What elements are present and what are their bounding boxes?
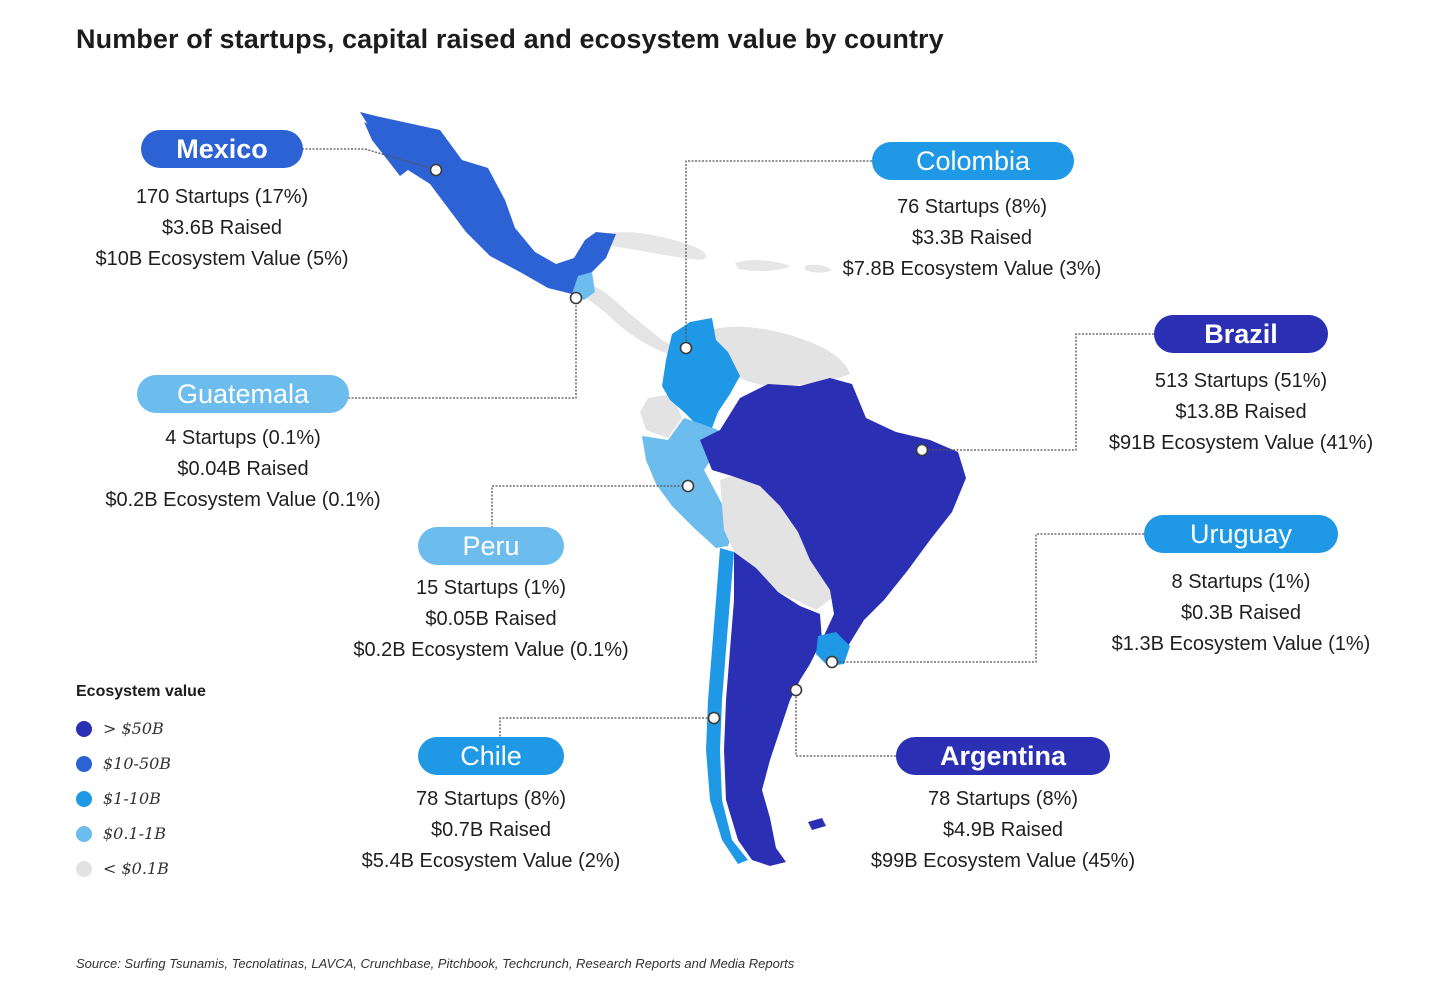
legend-item-10-50: $10-50B	[76, 746, 206, 781]
legend-label-gt50: > $50B	[103, 719, 164, 738]
peru-stats: 15 Startups (1%) $0.05B Raised $0.2B Eco…	[353, 573, 628, 666]
central-america	[578, 282, 676, 355]
connector-lines	[302, 148, 1154, 757]
mexico-stats: 170 Startups (17%) $3.6B Raised $10B Eco…	[95, 182, 348, 275]
marker-guatemala	[569, 291, 583, 305]
legend-label-1-10: $1-10B	[103, 789, 161, 808]
brazil-value: $91B Ecosystem Value (41%)	[1108, 432, 1374, 454]
page-title: Number of startups, capital raised and e…	[76, 24, 944, 54]
uruguay-value: $1.3B Ecosystem Value (1%)	[1111, 633, 1371, 655]
marker-uruguay	[825, 655, 839, 669]
mexico-shape	[360, 112, 616, 294]
falklands	[808, 818, 826, 830]
legend-item-01-1: $0.1-1B	[76, 816, 206, 851]
connector-guatemala	[348, 298, 577, 399]
chile-pill: Chile	[418, 737, 564, 775]
connector-uruguay	[832, 533, 1144, 663]
marker-mexico	[429, 163, 443, 177]
legend-item-1-10: $1-10B	[76, 781, 206, 816]
connector-mexico	[302, 148, 437, 171]
mexico-value: $10B Ecosystem Value (5%)	[95, 248, 349, 270]
argentina-shape	[724, 552, 822, 866]
brazil-startups: 513 Startups (51%)	[1154, 370, 1328, 392]
colombia-pill: Colombia	[872, 142, 1074, 180]
legend-dot-lt01	[76, 860, 92, 877]
brazil-shape	[700, 378, 966, 660]
argentina-startups: 78 Startups (8%)	[927, 788, 1079, 810]
connector-brazil	[922, 333, 1154, 451]
guatemala-stats: 4 Startups (0.1%) $0.04B Raised $0.2B Ec…	[105, 423, 380, 516]
uruguay-shape	[816, 632, 850, 666]
brazil-raised: $13.8B Raised	[1175, 401, 1307, 423]
legend-dot-1-10	[76, 790, 92, 807]
colombia-value: $7.8B Ecosystem Value (3%)	[842, 258, 1102, 280]
argentina-pill: Argentina	[896, 737, 1110, 775]
connector-argentina	[795, 690, 896, 757]
legend-dot-gt50	[76, 720, 92, 737]
guatemala-startups: 4 Startups (0.1%)	[165, 427, 321, 449]
colombia-raised: $3.3B Raised	[911, 227, 1033, 249]
colombia-startups: 76 Startups (8%)	[896, 196, 1048, 218]
peru-startups: 15 Startups (1%)	[415, 577, 567, 599]
ecuador-shape	[640, 394, 682, 438]
peru-pill: Peru	[418, 527, 564, 565]
marker-chile	[707, 711, 721, 725]
chile-startups: 78 Startups (8%)	[415, 788, 567, 810]
uruguay-startups: 8 Startups (1%)	[1171, 571, 1311, 593]
uruguay-stats: 8 Startups (1%) $0.3B Raised $1.3B Ecosy…	[1112, 567, 1371, 660]
colombia-stats: 76 Startups (8%) $3.3B Raised $7.8B Ecos…	[843, 192, 1102, 285]
venezuela-guianas	[710, 326, 850, 386]
chile-raised: $0.7B Raised	[430, 819, 552, 841]
argentina-stats: 78 Startups (8%) $4.9B Raised $99B Ecosy…	[871, 784, 1135, 877]
mexico-startups: 170 Startups (17%)	[135, 186, 309, 208]
mexico-pill: Mexico	[141, 130, 303, 168]
marker-argentina	[789, 683, 803, 697]
legend-title: Ecosystem value	[76, 683, 206, 700]
argentina-value: $99B Ecosystem Value (45%)	[870, 850, 1136, 872]
marker-peru	[681, 479, 695, 493]
source-note: Source: Surfing Tsunamis, Tecnolatinas, …	[76, 956, 795, 971]
chile-shape	[706, 548, 748, 864]
legend-item-lt01: < $0.1B	[76, 851, 206, 886]
guatemala-raised: $0.04B Raised	[177, 458, 309, 480]
guatemala-pill: Guatemala	[137, 375, 349, 413]
bolivia-paraguay	[720, 470, 832, 610]
connector-peru	[491, 485, 688, 528]
legend-label-01-1: $0.1-1B	[103, 824, 166, 843]
legend-dot-10-50	[76, 755, 92, 772]
peru-value: $0.2B Ecosystem Value (0.1%)	[353, 639, 629, 661]
mexico-raised: $3.6B Raised	[161, 217, 283, 239]
markers	[429, 163, 929, 725]
legend: Ecosystem value > $50B $10-50B $1-10B $0…	[76, 683, 206, 886]
legend-label-lt01: < $0.1B	[103, 859, 169, 878]
marker-colombia	[679, 341, 693, 355]
uruguay-pill: Uruguay	[1144, 515, 1338, 553]
brazil-pill: Brazil	[1154, 315, 1328, 353]
chile-stats: 78 Startups (8%) $0.7B Raised $5.4B Ecos…	[362, 784, 621, 877]
legend-dot-01-1	[76, 825, 92, 842]
brazil-stats: 513 Startups (51%) $13.8B Raised $91B Ec…	[1109, 366, 1373, 459]
connector-colombia	[685, 160, 872, 348]
connector-chile	[499, 717, 714, 740]
uruguay-raised: $0.3B Raised	[1180, 602, 1302, 624]
legend-label-10-50: $10-50B	[103, 754, 172, 773]
guatemala-value: $0.2B Ecosystem Value (0.1%)	[105, 489, 381, 511]
peru-raised: $0.05B Raised	[425, 608, 557, 630]
chile-value: $5.4B Ecosystem Value (2%)	[361, 850, 621, 872]
legend-item-gt50: > $50B	[76, 711, 206, 746]
argentina-raised: $4.9B Raised	[942, 819, 1064, 841]
caribbean-islands	[598, 232, 832, 273]
marker-brazil	[915, 443, 929, 457]
